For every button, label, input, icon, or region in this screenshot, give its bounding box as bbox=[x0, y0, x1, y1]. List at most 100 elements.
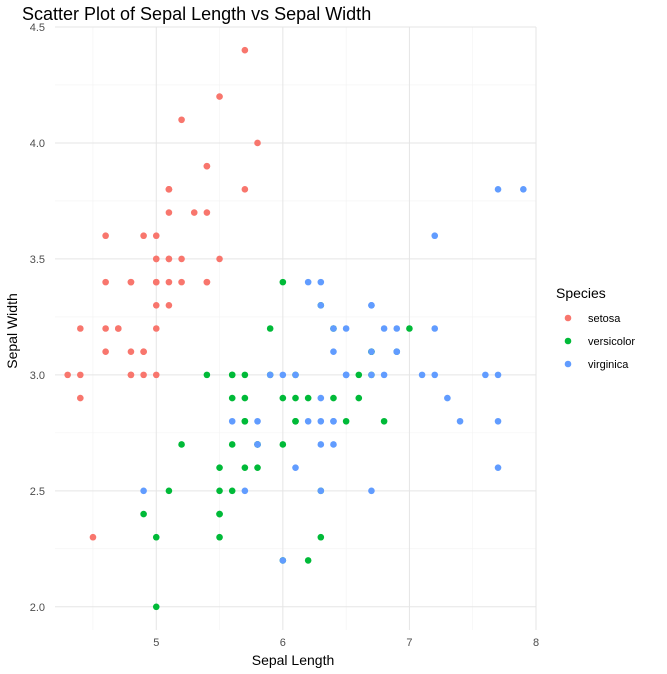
point-versicolor bbox=[228, 441, 236, 448]
point-setosa bbox=[165, 255, 173, 263]
legend-label-versicolor: versicolor bbox=[588, 336, 635, 348]
point-versicolor bbox=[266, 325, 274, 332]
point-setosa bbox=[165, 209, 173, 216]
point-versicolor bbox=[216, 464, 223, 471]
x-tick-label: 7 bbox=[406, 637, 412, 649]
data-points bbox=[64, 46, 527, 611]
point-versicolor bbox=[228, 394, 236, 402]
point-versicolor bbox=[241, 371, 249, 379]
legend-label-setosa: setosa bbox=[588, 313, 621, 325]
legend-label-virginica: virginica bbox=[588, 359, 629, 371]
point-virginica bbox=[140, 487, 147, 495]
point-virginica bbox=[368, 487, 375, 495]
point-setosa bbox=[178, 116, 185, 124]
point-versicolor bbox=[355, 371, 363, 379]
point-virginica bbox=[342, 325, 350, 332]
y-tick-label: 3.5 bbox=[30, 254, 45, 266]
point-virginica bbox=[279, 557, 287, 564]
point-setosa bbox=[102, 278, 109, 286]
point-setosa bbox=[127, 278, 135, 286]
point-setosa bbox=[152, 255, 160, 263]
point-virginica bbox=[393, 325, 401, 332]
point-setosa bbox=[165, 186, 173, 193]
point-virginica bbox=[494, 186, 502, 193]
point-virginica bbox=[431, 371, 439, 379]
point-versicolor bbox=[330, 394, 337, 402]
point-virginica bbox=[317, 394, 325, 402]
point-setosa bbox=[140, 371, 147, 379]
point-setosa bbox=[178, 278, 185, 286]
point-virginica bbox=[368, 348, 375, 355]
legend-title: Species bbox=[556, 285, 606, 301]
point-virginica bbox=[330, 325, 337, 332]
point-setosa bbox=[165, 278, 173, 286]
point-versicolor bbox=[216, 487, 223, 495]
point-virginica bbox=[317, 302, 325, 309]
point-setosa bbox=[152, 278, 160, 286]
point-virginica bbox=[520, 186, 527, 193]
point-versicolor bbox=[165, 487, 173, 495]
point-virginica bbox=[317, 417, 325, 425]
point-versicolor bbox=[152, 603, 160, 611]
series-versicolor bbox=[140, 278, 413, 611]
point-setosa bbox=[64, 371, 71, 379]
point-versicolor bbox=[216, 510, 223, 518]
point-setosa bbox=[89, 533, 97, 541]
point-versicolor bbox=[342, 417, 350, 425]
point-virginica bbox=[380, 325, 388, 332]
point-virginica bbox=[317, 441, 325, 448]
point-virginica bbox=[279, 371, 287, 379]
point-setosa bbox=[254, 139, 261, 147]
point-setosa bbox=[216, 93, 223, 100]
point-virginica bbox=[494, 371, 502, 379]
y-tick-label: 4.0 bbox=[30, 138, 45, 150]
legend: Species setosa versicolor virginica bbox=[556, 285, 635, 371]
point-setosa bbox=[127, 371, 135, 379]
point-setosa bbox=[190, 209, 198, 216]
point-virginica bbox=[292, 371, 299, 379]
point-setosa bbox=[241, 186, 249, 193]
point-virginica bbox=[330, 441, 337, 448]
x-tick-label: 6 bbox=[280, 637, 286, 649]
point-virginica bbox=[444, 394, 451, 402]
point-versicolor bbox=[216, 533, 223, 541]
point-virginica bbox=[292, 464, 299, 471]
point-versicolor bbox=[304, 557, 312, 564]
point-virginica bbox=[380, 371, 388, 379]
point-versicolor bbox=[152, 533, 160, 541]
point-versicolor bbox=[241, 464, 249, 471]
point-virginica bbox=[431, 325, 439, 332]
point-virginica bbox=[494, 417, 502, 425]
point-virginica bbox=[393, 348, 401, 355]
point-setosa bbox=[203, 209, 211, 216]
point-versicolor bbox=[228, 487, 236, 495]
point-versicolor bbox=[304, 394, 312, 402]
point-virginica bbox=[368, 371, 375, 379]
series-virginica bbox=[140, 186, 527, 564]
y-tick-label: 2.5 bbox=[30, 486, 45, 498]
point-virginica bbox=[241, 487, 249, 495]
point-virginica bbox=[368, 302, 375, 309]
point-versicolor bbox=[279, 441, 287, 448]
legend-key-setosa bbox=[564, 314, 572, 322]
x-tick-label: 8 bbox=[533, 637, 539, 649]
point-setosa bbox=[165, 302, 173, 309]
point-setosa bbox=[203, 278, 211, 286]
point-virginica bbox=[304, 417, 312, 425]
point-versicolor bbox=[279, 278, 287, 286]
point-setosa bbox=[152, 371, 160, 379]
point-setosa bbox=[152, 302, 160, 309]
point-virginica bbox=[304, 278, 312, 286]
y-axis-label: Sepal Width bbox=[4, 293, 20, 368]
point-setosa bbox=[77, 371, 84, 379]
point-virginica bbox=[330, 348, 337, 355]
point-versicolor bbox=[178, 441, 185, 448]
point-versicolor bbox=[380, 417, 388, 425]
point-versicolor bbox=[406, 325, 413, 332]
point-virginica bbox=[482, 371, 489, 379]
series-setosa bbox=[64, 46, 261, 541]
x-axis-label: Sepal Length bbox=[252, 652, 335, 668]
point-setosa bbox=[140, 348, 147, 355]
